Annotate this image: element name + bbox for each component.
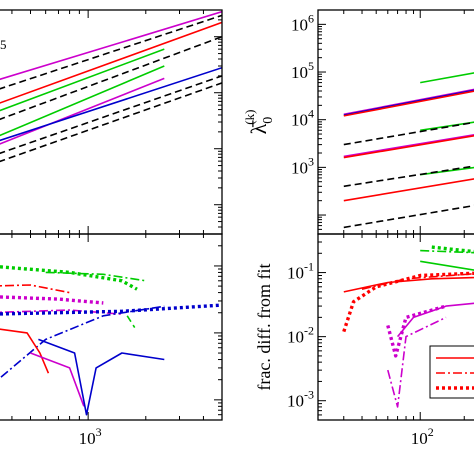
series-line-0 [0, 10, 222, 81]
series-line-4 [0, 35, 222, 121]
axes-frame [0, 233, 223, 421]
y-axis-label: frac. diff. from fit [254, 263, 274, 390]
series-line-8 [0, 328, 50, 374]
series-line-1 [45, 271, 146, 282]
tick-base: 10 [79, 429, 96, 448]
series-line-0 [420, 72, 474, 84]
axes-frame [317, 9, 474, 235]
ticks-bottom-right [317, 233, 465, 421]
series-line-3 [343, 90, 474, 117]
series-line-5 [431, 245, 474, 254]
series-line-6 [343, 133, 474, 158]
series-line-8 [0, 75, 222, 155]
tick-base: 10 [411, 429, 428, 448]
series-line-2 [343, 89, 474, 116]
axes-frame [317, 233, 474, 421]
tick-base: 10 [291, 158, 308, 177]
series-line-8 [386, 304, 447, 358]
y-label-sup: (k) [242, 110, 257, 125]
tick-exponent: -1 [304, 260, 314, 274]
panel-bottom-left: 103 [0, 233, 223, 448]
tick-exponent: 4 [308, 107, 314, 121]
series-line-3 [0, 295, 104, 305]
series-line-6 [0, 305, 165, 380]
ticks-top-left [11, 9, 223, 235]
y-tick-label: 105 [291, 59, 314, 82]
series-line-7 [0, 66, 222, 142]
y-axis-label-text: λ̄0(k) [242, 110, 276, 135]
y-tick-label: 104 [291, 107, 314, 130]
series-line-7 [126, 315, 136, 329]
series-line-5 [343, 121, 474, 146]
tick-exponent: 3 [308, 154, 314, 168]
series-line-2 [0, 21, 222, 104]
series-line-4 [420, 121, 474, 132]
series-line-5 [0, 303, 222, 316]
series-group-bottom-left [0, 265, 222, 416]
y-tick-label: 10-2 [287, 324, 314, 347]
series-line-1 [0, 14, 222, 90]
panel-top-left: 5 [0, 9, 223, 235]
series-line-3 [420, 260, 474, 271]
y-tick-label: 106 [291, 11, 314, 34]
x-tick-label: 103 [79, 425, 102, 448]
tick-exponent: 2 [428, 425, 434, 439]
series-line-10 [38, 338, 165, 416]
tick-base: 10 [291, 111, 308, 130]
series-line-7 [343, 135, 474, 159]
series-group-bottom-right [342, 245, 474, 408]
tick-exponent: 6 [308, 11, 314, 25]
y-tick-label: 10-3 [287, 388, 314, 411]
tick-base: 10 [287, 264, 304, 283]
series-line-9 [0, 82, 222, 163]
series-line-0 [0, 265, 138, 291]
series-line-4 [0, 309, 122, 315]
legend [429, 345, 474, 399]
series-line-7 [387, 316, 447, 408]
x-tick-label: 102 [411, 425, 434, 448]
tick-exponent: 3 [96, 425, 102, 439]
tick-exponent: -3 [304, 388, 314, 402]
tick-base: 10 [291, 63, 308, 82]
tick-base: 10 [287, 392, 304, 411]
series-line-11 [343, 204, 474, 229]
series-line-4 [420, 249, 474, 254]
series-line-9 [30, 352, 85, 407]
series-line-1 [343, 88, 474, 116]
series-line-6 [0, 65, 165, 137]
ticks-top-right [317, 9, 465, 235]
series-group-top-left [0, 10, 222, 163]
tick-base: 10 [287, 328, 304, 347]
tick-base: 10 [291, 15, 308, 34]
series-line-2 [342, 271, 474, 333]
series-line-0 [343, 276, 474, 293]
series-line-10 [343, 178, 474, 202]
series-line-2 [0, 284, 70, 294]
series-line-9 [343, 165, 474, 188]
series-line-5 [0, 77, 165, 145]
y-axis-label: λ̄0(k) [242, 110, 276, 135]
y-tick-label: 103 [291, 154, 314, 177]
legend-box [429, 345, 474, 399]
y-label-sub: 0 [261, 117, 276, 124]
tick-exponent: -2 [304, 324, 314, 338]
ticks-bottom-left [11, 234, 223, 421]
series-group-top-right [343, 72, 474, 229]
y-tick-label: 10-1 [287, 260, 314, 283]
series-line-3 [0, 48, 165, 112]
partial-label: 5 [0, 37, 7, 52]
tick-exponent: 5 [308, 59, 314, 73]
series-line-6 [396, 302, 474, 338]
